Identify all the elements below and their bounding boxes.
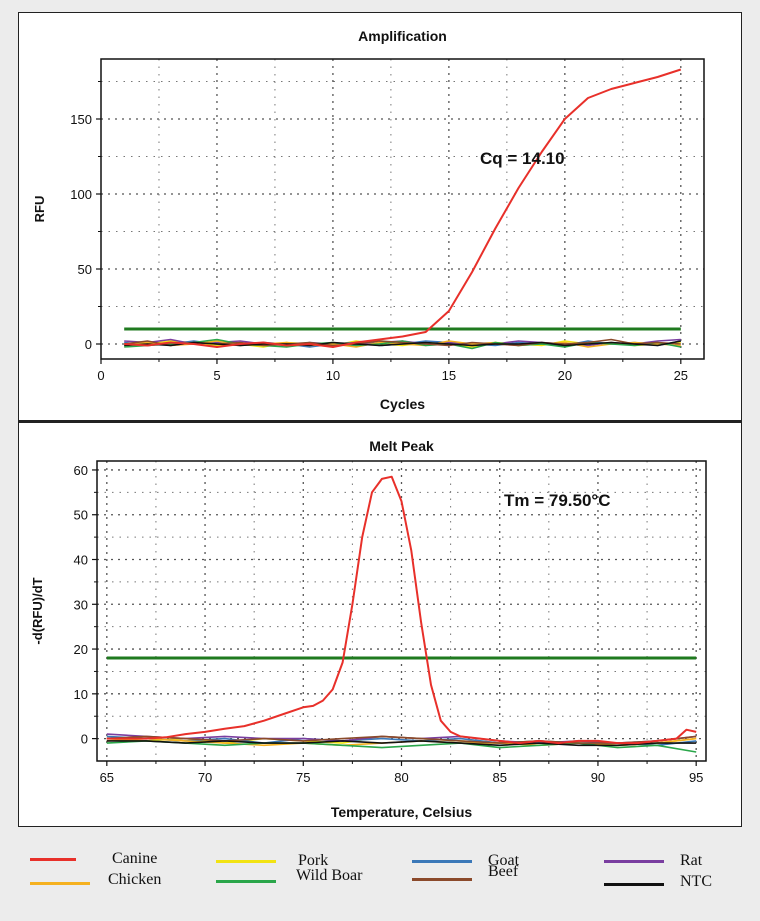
y-tick-label: 30	[74, 597, 88, 612]
legend-label: Pork	[298, 852, 329, 869]
series-line-canine	[106, 475, 697, 745]
series-line-beef	[106, 735, 697, 744]
x-tick-label: 0	[97, 368, 104, 383]
legend-item-rat: Rat	[604, 852, 702, 870]
x-axis-label: Temperature, Celsius	[331, 804, 473, 820]
x-tick-label: 70	[198, 770, 212, 785]
y-tick-label: 150	[70, 112, 92, 127]
legend-item-ntc: NTC	[604, 863, 712, 891]
legend-swatch	[412, 877, 472, 881]
x-tick-label: 95	[689, 770, 703, 785]
legend-label: Rat	[680, 852, 703, 869]
melt-peak-chart: Melt Peak 65 70 75 80 85 90 95 0 10 20 30 40 50 60 Temp…	[30, 438, 707, 820]
legend-item-beef: Beef	[412, 863, 518, 881]
x-axis-label: Cycles	[380, 396, 425, 412]
x-tick-label: 85	[492, 770, 506, 785]
y-tick-label: 100	[70, 187, 92, 202]
legend-label: NTC	[680, 873, 712, 890]
legend-swatch	[216, 859, 276, 863]
legend-swatch	[412, 859, 472, 863]
legend-item-pork: Pork	[216, 852, 328, 870]
y-tick-label: 40	[74, 553, 88, 568]
y-tick-label: 20	[74, 642, 88, 657]
x-tick-label: 65	[100, 770, 114, 785]
y-tick-label: 50	[74, 508, 88, 523]
amplification-chart: Amplification 0 5 10 15 20 25 0 50 100 150 Cycles RF…	[32, 28, 705, 412]
y-axis-label: RFU	[32, 196, 47, 223]
annotation-label: Cq = 14.10	[480, 149, 565, 168]
x-tick-label: 90	[591, 770, 605, 785]
legend-item-chicken: Chicken	[30, 863, 161, 889]
series-line-ntc	[106, 740, 697, 747]
legend-item-wild-boar: Wild Boar	[216, 863, 362, 885]
panel-divider	[18, 420, 742, 423]
legend: Canine Pork Goat Rat Chicken Wild Boar B…	[0, 838, 760, 918]
legend-swatch	[216, 879, 276, 883]
y-axis-label: -d(RFU)/dT	[30, 577, 45, 644]
legend-label: Beef	[488, 863, 519, 880]
series-line-canine	[124, 68, 682, 348]
legend-label: Chicken	[108, 871, 162, 888]
legend-label: Goat	[488, 852, 520, 869]
x-tick-label: 10	[326, 368, 340, 383]
plot-area-border	[100, 58, 705, 360]
legend-label: Wild Boar	[296, 867, 363, 884]
legend-swatch	[30, 881, 90, 885]
legend-item-canine: Canine	[30, 850, 157, 868]
y-tick-label: 60	[74, 463, 88, 478]
chart-title: Melt Peak	[369, 438, 434, 454]
y-tick-label: 50	[78, 262, 92, 277]
y-tick-label: 0	[85, 337, 92, 352]
legend-item-goat: Goat	[412, 852, 519, 870]
chart-title: Amplification	[358, 28, 447, 44]
legend-swatch	[30, 857, 76, 861]
y-tick-label: 0	[81, 732, 88, 747]
legend-label: Canine	[112, 850, 158, 867]
y-tick-label: 10	[74, 687, 88, 702]
x-tick-label: 75	[296, 770, 310, 785]
annotation-label: Tm = 79.50°C	[504, 491, 611, 510]
figure-frame	[18, 12, 742, 827]
series-line-ntc	[124, 340, 681, 347]
x-tick-label: 15	[442, 368, 456, 383]
legend-swatch	[604, 859, 664, 863]
x-tick-label: 20	[558, 368, 572, 383]
x-tick-label: 5	[213, 368, 220, 383]
x-tick-label: 25	[674, 368, 688, 383]
legend-swatch	[604, 882, 664, 886]
x-tick-label: 80	[394, 770, 408, 785]
